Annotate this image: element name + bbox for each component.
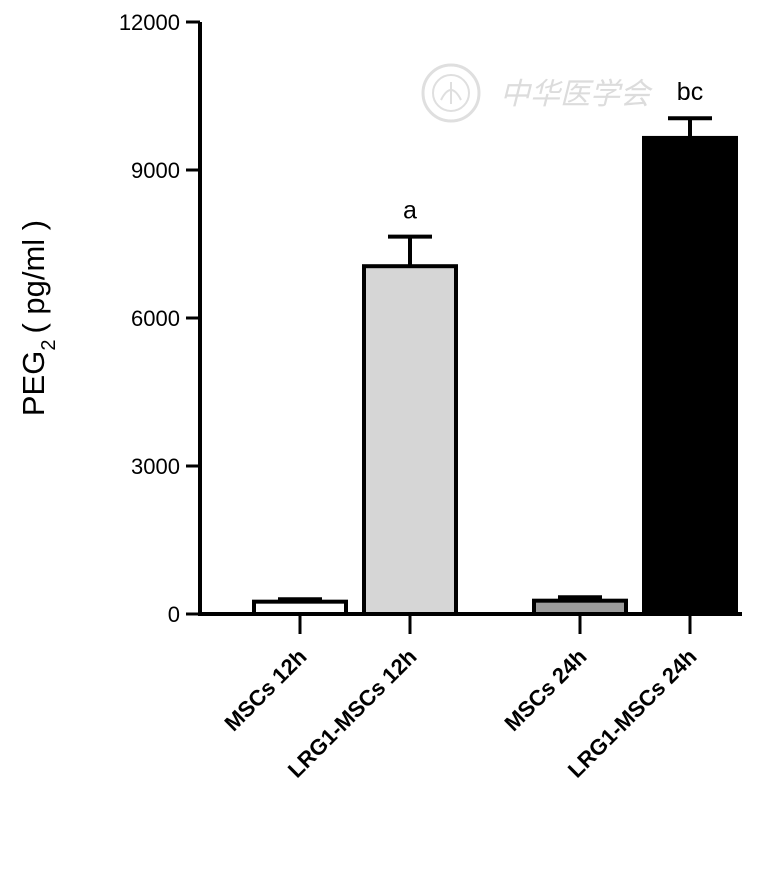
bar (642, 135, 738, 617)
y-axis-label-subscript: 2 (38, 340, 60, 351)
x-axis-ticks (298, 614, 692, 634)
category-label: MSCs 12h (220, 644, 312, 736)
y-axis-ticks: 0 3000 6000 9000 12000 (119, 10, 200, 627)
annotation-label: bc (677, 78, 703, 106)
category-label: MSCs 24h (500, 644, 592, 736)
y-tick-label: 9000 (131, 158, 180, 183)
bar (362, 264, 458, 616)
error-bars (278, 116, 712, 602)
y-axis-label: PEG2 ( pg/ml ) (16, 220, 60, 416)
watermark: 中华医学会 (421, 63, 653, 123)
y-tick-label: 0 (168, 602, 180, 627)
y-tick-label: 6000 (131, 306, 180, 331)
y-axis-label-main: PEG (16, 351, 51, 416)
watermark-text: 中华医学会 (500, 77, 653, 112)
annotations: a bc (403, 78, 703, 224)
y-axis-label-unit: ( pg/ml ) (16, 220, 51, 334)
bars (252, 135, 738, 617)
y-tick-label: 3000 (131, 454, 180, 479)
annotation-label: a (403, 197, 417, 225)
y-tick-label: 12000 (119, 10, 180, 35)
watermark-seal-icon (421, 63, 481, 123)
